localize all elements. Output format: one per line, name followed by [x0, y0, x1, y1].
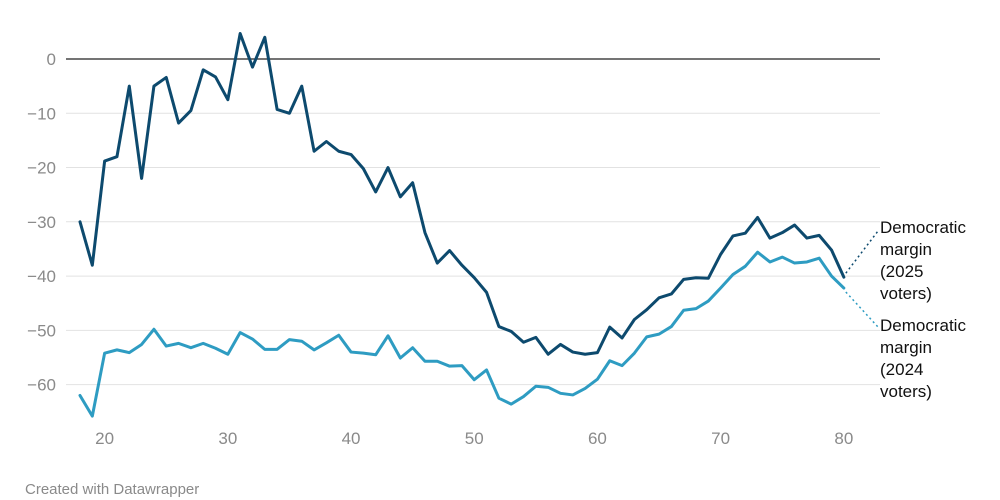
y-tick-label: −40 — [27, 267, 56, 286]
series-lines — [78, 31, 846, 418]
x-tick-label: 50 — [465, 429, 484, 448]
x-tick-label: 20 — [95, 429, 114, 448]
grid — [66, 58, 880, 386]
x-tick-label: 30 — [218, 429, 237, 448]
series-label-line: margin — [880, 240, 932, 259]
y-axis: 0 −10 −20 −30 −40 −50 −60 — [27, 50, 56, 395]
series-label-line: voters) — [880, 382, 932, 401]
y-tick-label: −50 — [27, 321, 56, 340]
x-tick-label: 70 — [711, 429, 730, 448]
x-tick-label: 60 — [588, 429, 607, 448]
y-tick-label: −60 — [27, 376, 56, 395]
series-label-line: Democratic — [880, 316, 966, 335]
label-leader-line — [845, 291, 879, 328]
x-tick-label: 40 — [342, 429, 361, 448]
label-leader-line — [845, 230, 879, 274]
series-line-2024-voters — [78, 250, 846, 418]
datawrapper-credit: Created with Datawrapper — [25, 481, 200, 498]
series-label-line: voters) — [880, 284, 932, 303]
series-labels: Democratic margin (2025 voters) Democratic ma… — [845, 218, 966, 401]
y-tick-label: 0 — [47, 50, 56, 69]
series-label-line: (2024 — [880, 360, 923, 379]
x-tick-label: 80 — [834, 429, 853, 448]
y-tick-label: −30 — [27, 213, 56, 232]
series-label-line: (2025 — [880, 262, 923, 281]
y-tick-label: −10 — [27, 104, 56, 123]
series-label-line: Democratic — [880, 218, 966, 237]
series-line-2025-voters — [78, 31, 846, 356]
series-label-line: margin — [880, 338, 932, 357]
x-axis: 20 30 40 50 60 70 80 — [95, 429, 853, 448]
y-tick-label: −20 — [27, 159, 56, 178]
